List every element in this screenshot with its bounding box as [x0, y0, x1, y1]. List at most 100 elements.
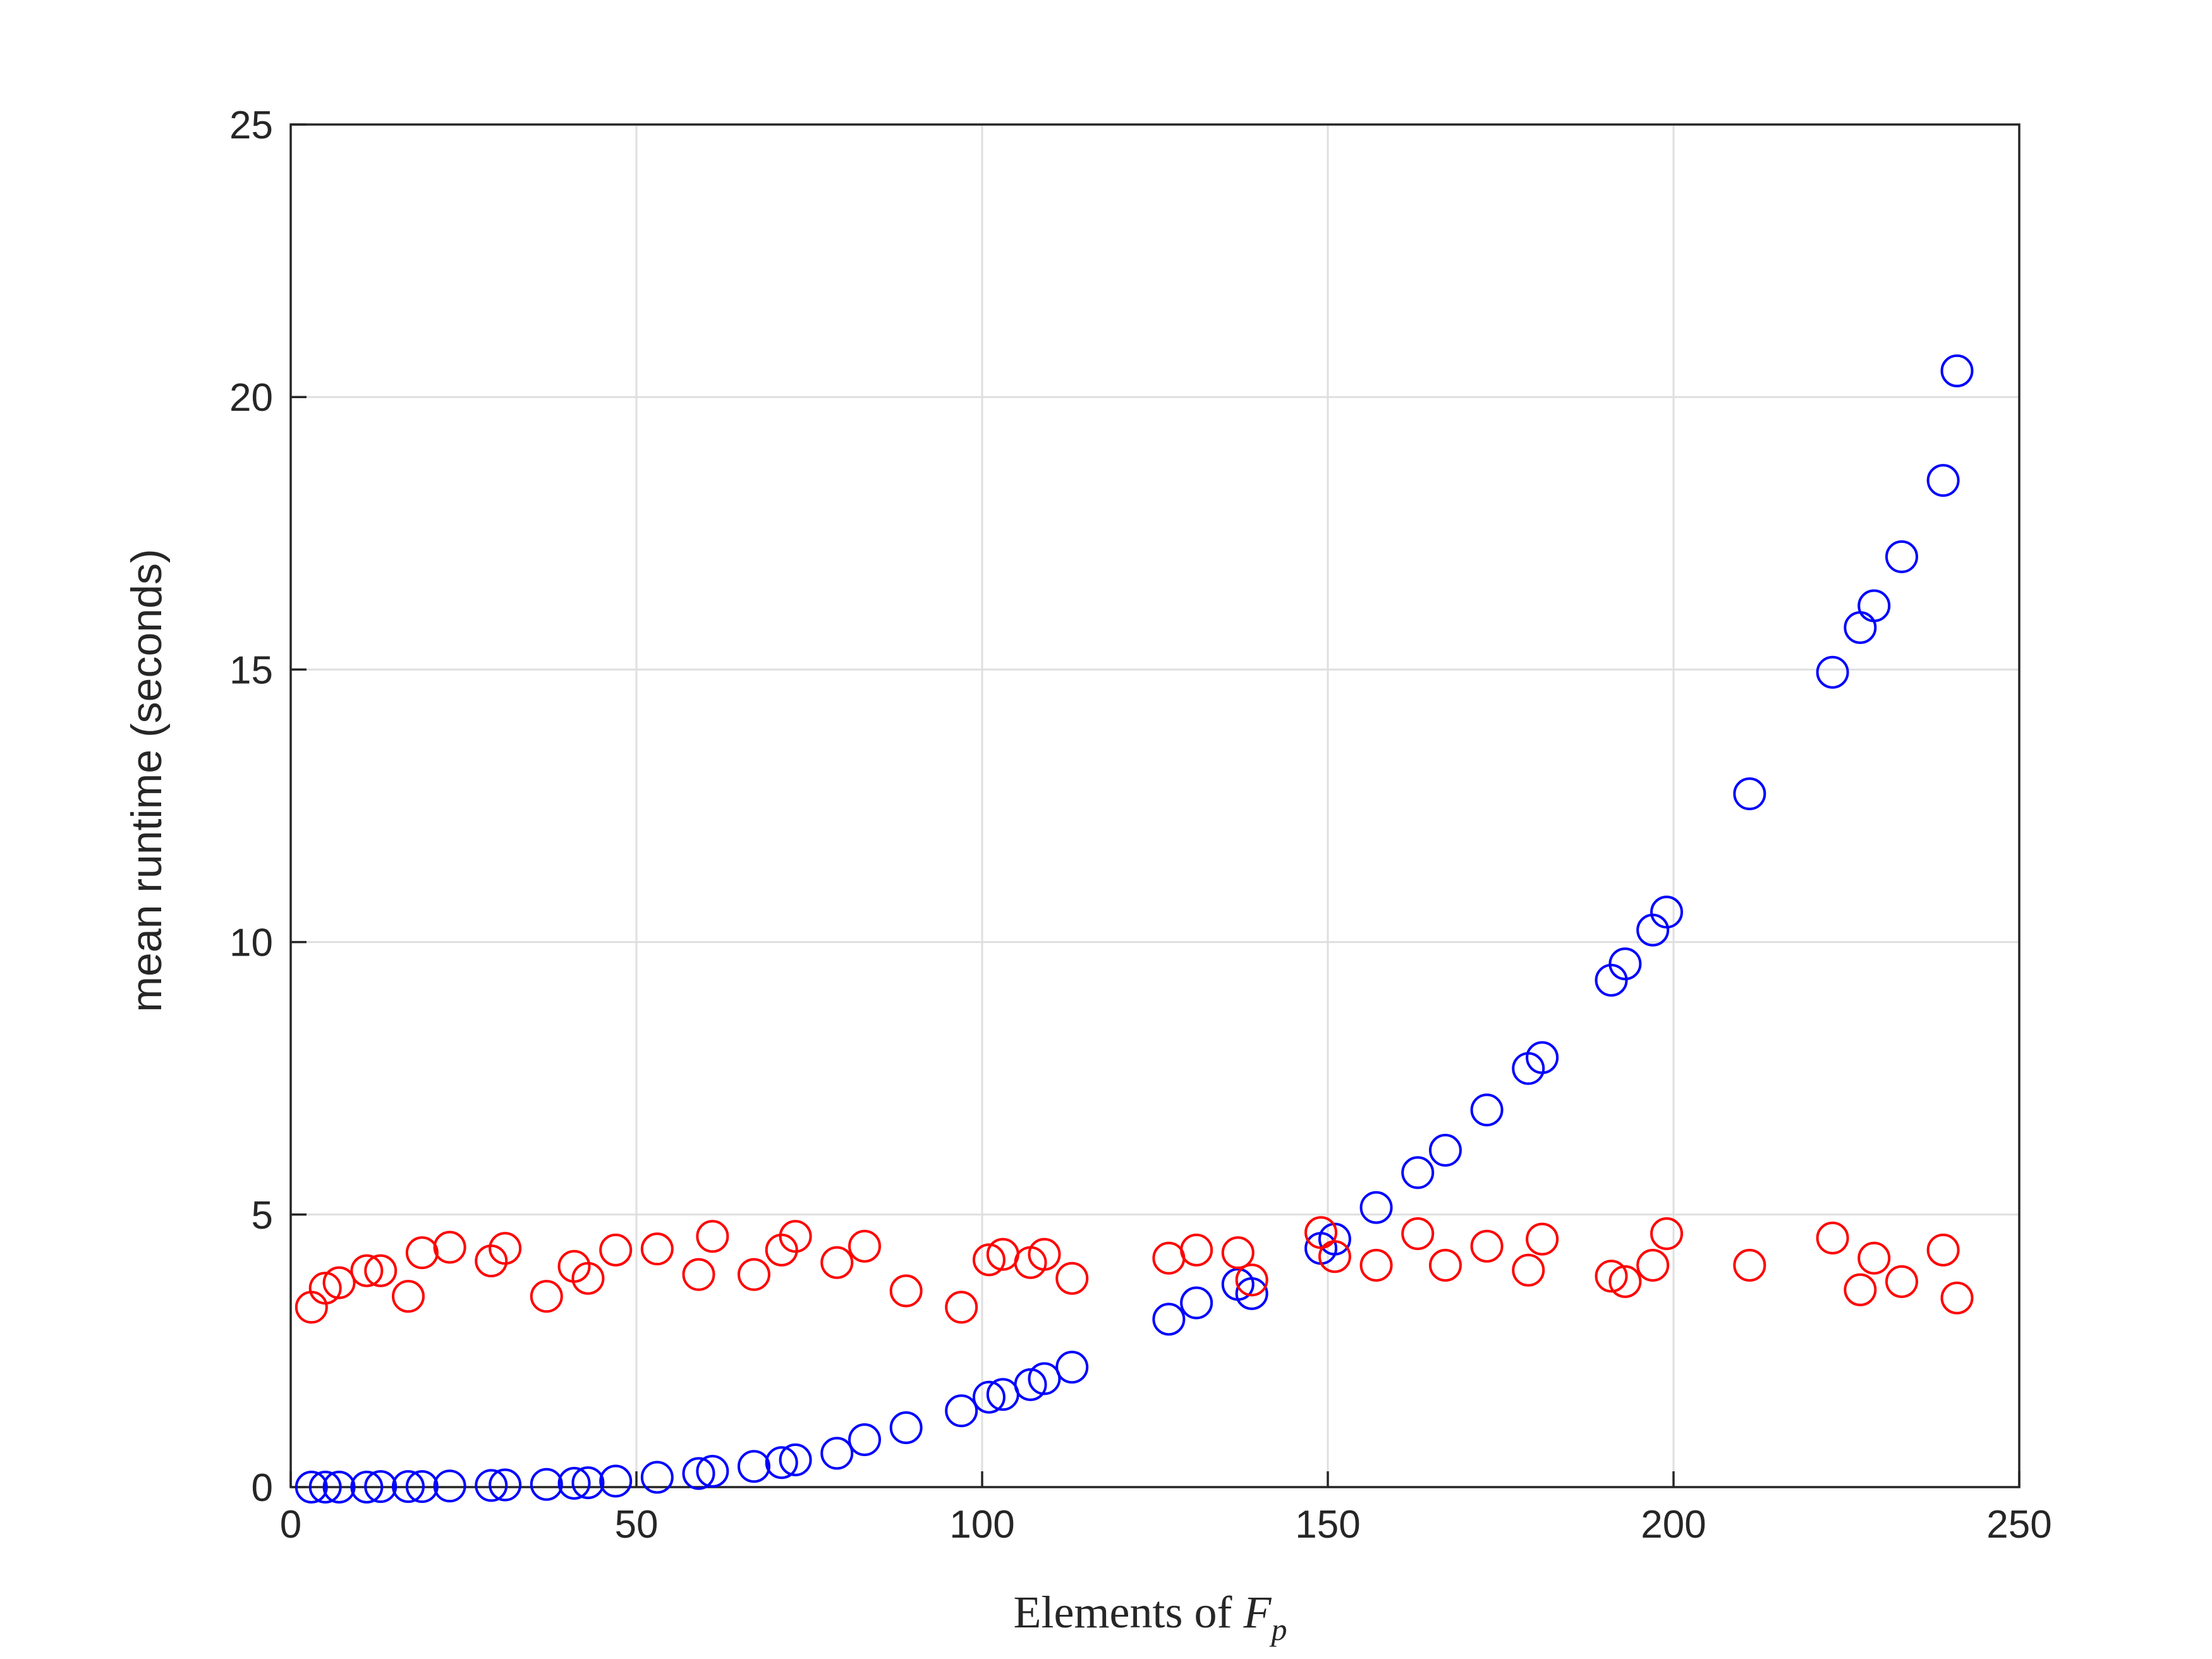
series-0-point-27: [1028, 1362, 1061, 1395]
series-1-point-28: [1055, 1261, 1089, 1295]
series-1-point-50: [1926, 1233, 1960, 1267]
series-1-point-30: [1180, 1233, 1213, 1267]
series-1-point-31: [1221, 1236, 1255, 1270]
x-axis-label: Elements of Fp: [1014, 1587, 1287, 1647]
series-0-point-46: [1816, 655, 1849, 689]
series-0-point-50: [1926, 464, 1960, 497]
series-1-point-29: [1152, 1241, 1186, 1275]
series-1-point-38: [1470, 1229, 1504, 1263]
series-1-point-20: [820, 1246, 854, 1279]
series-0-point-0: [295, 1471, 328, 1504]
series-1-point-9: [489, 1232, 522, 1265]
y-tick-label-2: 10: [229, 921, 273, 965]
x-tick-label-2: 100: [949, 1503, 1014, 1547]
series-0-point-26: [1014, 1368, 1047, 1401]
x-tick-label-3: 150: [1295, 1503, 1360, 1547]
series-0-point-36: [1401, 1156, 1435, 1189]
grid-layer: [291, 125, 2019, 1487]
axes-layer: [289, 123, 2021, 1488]
series-1-point-22: [889, 1274, 923, 1308]
series-1-point-47: [1844, 1273, 1877, 1306]
x-tick-label-4: 200: [1641, 1503, 1706, 1547]
series-0-point-51: [1940, 354, 1974, 387]
series-0-point-28: [1055, 1351, 1089, 1384]
series-0-point-35: [1359, 1191, 1393, 1224]
series-1-point-7: [433, 1231, 466, 1264]
series-0-point-48: [1857, 589, 1891, 623]
x-axis-label-var: F: [1243, 1587, 1272, 1638]
data-points: [295, 354, 1974, 1504]
series-0-point-7: [433, 1469, 466, 1503]
series-0-point-38: [1470, 1093, 1504, 1127]
series-1-point-3: [350, 1254, 384, 1287]
series-0-point-42: [1608, 947, 1642, 981]
series-1-point-43: [1636, 1249, 1670, 1282]
y-tick-label-3: 15: [229, 648, 273, 692]
y-tick-label-4: 20: [229, 376, 273, 420]
series-1-point-1: [308, 1272, 342, 1305]
series-1-point-19: [779, 1220, 812, 1253]
series-1-point-24: [972, 1243, 1006, 1277]
series-0-point-13: [599, 1464, 633, 1498]
series-1-point-44: [1650, 1217, 1684, 1250]
series-0-point-19: [779, 1443, 812, 1476]
series-0-point-37: [1428, 1134, 1462, 1167]
series-1-point-15: [682, 1258, 715, 1291]
series-0-point-24: [972, 1380, 1006, 1414]
series-1-point-34: [1318, 1240, 1351, 1273]
series-0-point-44: [1650, 896, 1684, 929]
series-1-point-49: [1885, 1265, 1919, 1298]
series-1-point-21: [848, 1229, 882, 1263]
series-0-point-20: [820, 1437, 854, 1470]
series-0-point-12: [571, 1466, 605, 1500]
series-1-point-40: [1526, 1222, 1559, 1256]
series-0-point-14: [640, 1461, 674, 1494]
series-0-point-1: [308, 1471, 342, 1504]
series-1-point-37: [1428, 1249, 1462, 1282]
x-tick-label-5: 250: [1986, 1503, 2051, 1547]
series-1-point-45: [1733, 1249, 1766, 1282]
series-0-point-8: [475, 1469, 508, 1502]
series-1-point-36: [1401, 1217, 1435, 1250]
series-0-point-18: [765, 1446, 798, 1480]
series-1-point-48: [1857, 1241, 1891, 1275]
y-axis-label: mean runtime (seconds): [123, 549, 171, 1012]
series-1-point-13: [599, 1233, 633, 1267]
series-1-point-12: [571, 1261, 605, 1295]
series-0-point-4: [364, 1470, 398, 1504]
series-0-point-5: [391, 1470, 425, 1504]
x-axis-label-text: Elements of: [1014, 1587, 1244, 1638]
series-1-point-5: [391, 1280, 425, 1313]
y-tick-label-5: 25: [229, 104, 273, 147]
series-0-point-40: [1526, 1041, 1559, 1074]
series-1-point-16: [696, 1220, 729, 1253]
series-1-point-32: [1235, 1263, 1268, 1297]
x-axis-label-subscript: p: [1269, 1612, 1287, 1647]
series-0-point-32: [1235, 1277, 1268, 1310]
series-1-point-27: [1028, 1237, 1061, 1271]
series-0-point-49: [1885, 540, 1919, 573]
x-tick-label-1: 50: [615, 1503, 659, 1547]
series-0-point-17: [737, 1450, 770, 1483]
series-0-point-10: [530, 1468, 563, 1501]
y-tick-label-0: 0: [252, 1466, 273, 1510]
series-1-point-39: [1512, 1253, 1545, 1287]
series-1-point-23: [945, 1291, 978, 1324]
series-0-point-11: [557, 1466, 591, 1500]
series-1-point-11: [557, 1249, 591, 1283]
series-0-point-30: [1180, 1286, 1213, 1320]
series-0-point-6: [405, 1470, 439, 1504]
series-0-point-29: [1152, 1303, 1186, 1336]
series-1-point-35: [1359, 1249, 1393, 1282]
series-1-point-4: [364, 1254, 398, 1287]
series-1-point-17: [737, 1258, 770, 1291]
series-0-point-23: [945, 1394, 978, 1428]
series-0-point-21: [848, 1423, 882, 1456]
series-0-point-45: [1733, 777, 1766, 811]
series-0-point-15: [682, 1457, 715, 1490]
series-0-point-22: [889, 1411, 923, 1444]
series-0-point-16: [696, 1454, 729, 1488]
series-1-point-2: [322, 1266, 356, 1299]
plot-area-frame: [289, 123, 2021, 1488]
